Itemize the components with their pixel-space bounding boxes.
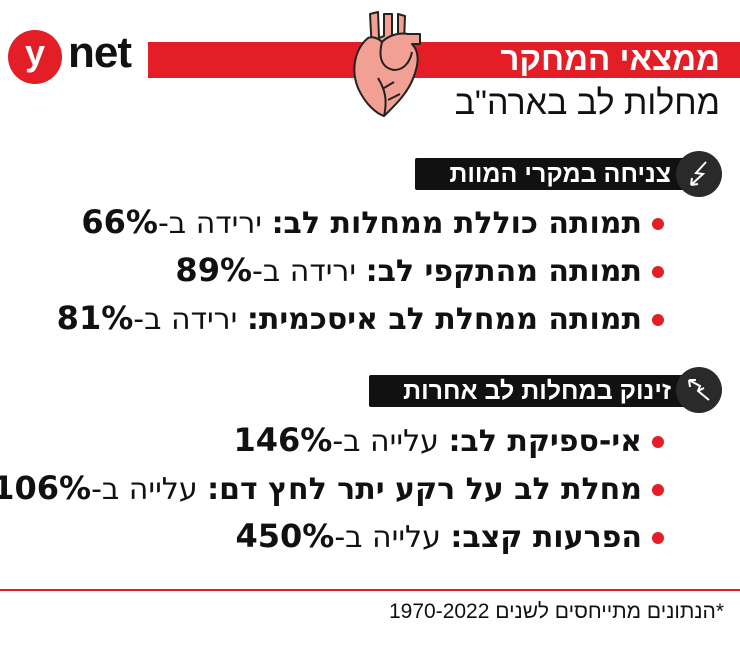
decline-list: תמותה כוללת ממחלות לב: ירידה ב-66% תמותה… [56, 198, 664, 342]
item-label: תמותה ממחלת לב איסכמית: [246, 302, 642, 337]
item-value: 89% [175, 251, 253, 289]
item-change: ירידה ב- [157, 206, 272, 241]
list-item: הפרעות קצב: עלייה ב-450% [0, 512, 664, 560]
logo-net: net [68, 28, 132, 77]
ynet-logo: y net [8, 28, 138, 84]
bullet-dot [652, 532, 664, 544]
item-label: תמותה מהתקפי לב: [365, 254, 642, 289]
item-label: הפרעות קצב: [450, 520, 642, 555]
bullet-dot [652, 218, 664, 230]
bullet-dot [652, 314, 664, 326]
divider [0, 589, 740, 591]
item-value: 146% [233, 421, 333, 459]
item-change: עלייה ב- [334, 520, 451, 555]
logo-y: y [8, 30, 62, 84]
lightning-arrow-up-icon [676, 367, 722, 413]
bullet-dot [652, 266, 664, 278]
bullet-dot [652, 436, 664, 448]
bullet-dot [652, 484, 664, 496]
lightning-arrow-down-icon [676, 151, 722, 197]
item-label: מחלת לב על רקע יתר לחץ דם: [207, 472, 642, 507]
list-item: תמותה מהתקפי לב: ירידה ב-89% [57, 246, 664, 294]
footnote: *הנתונים מתייחסים לשנים 1970-2022 [388, 600, 724, 623]
item-value: 66% [81, 203, 158, 241]
list-item: אי-ספיקת לב: עלייה ב-146% [0, 416, 664, 464]
item-change: עלייה ב- [332, 424, 449, 459]
item-change: ירידה ב- [252, 254, 366, 289]
item-value: 450% [235, 517, 335, 555]
list-item: תמותה כוללת ממחלות לב: ירידה ב-66% [57, 198, 664, 246]
item-change: ירידה ב- [133, 302, 247, 337]
section-heading-rise: זינוק במחלות לב אחרות [369, 375, 685, 407]
list-item: תמותה ממחלת לב איסכמית: ירידה ב-81% [56, 294, 664, 342]
list-item: מחלת לב על רקע יתר לחץ דם: עלייה ב-106% [0, 464, 664, 512]
rise-list: אי-ספיקת לב: עלייה ב-146% מחלת לב על רקע… [0, 416, 664, 560]
item-label: תמותה כוללת ממחלות לב: [271, 206, 642, 241]
item-value: 106% [0, 469, 92, 507]
page-subtitle: מחלות לב בארה"ב [454, 84, 720, 122]
heart-icon [353, 11, 421, 117]
section-heading-decline: צניחה במקרי המוות [415, 158, 685, 190]
item-change: עלייה ב- [91, 472, 208, 507]
item-value: 81% [56, 299, 134, 337]
title-bar [148, 42, 740, 78]
page-title: ממצאי המחקר [500, 40, 720, 77]
item-label: אי-ספיקת לב: [448, 424, 642, 459]
